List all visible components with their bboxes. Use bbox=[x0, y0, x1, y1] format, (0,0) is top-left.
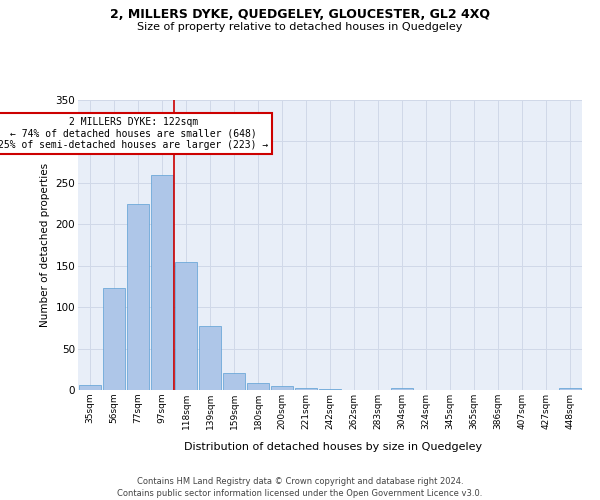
Bar bbox=[103, 288, 125, 390]
Bar bbox=[295, 388, 317, 390]
Text: 2, MILLERS DYKE, QUEDGELEY, GLOUCESTER, GL2 4XQ: 2, MILLERS DYKE, QUEDGELEY, GLOUCESTER, … bbox=[110, 8, 490, 20]
Bar bbox=[559, 388, 581, 390]
Bar bbox=[271, 386, 293, 390]
Bar bbox=[79, 385, 101, 390]
Text: Contains HM Land Registry data © Crown copyright and database right 2024.: Contains HM Land Registry data © Crown c… bbox=[137, 478, 463, 486]
Text: Contains public sector information licensed under the Open Government Licence v3: Contains public sector information licen… bbox=[118, 489, 482, 498]
Bar bbox=[175, 262, 197, 390]
Bar bbox=[247, 382, 269, 390]
Y-axis label: Number of detached properties: Number of detached properties bbox=[40, 163, 50, 327]
Bar bbox=[127, 204, 149, 390]
Bar bbox=[391, 388, 413, 390]
Text: 2 MILLERS DYKE: 122sqm
← 74% of detached houses are smaller (648)
25% of semi-de: 2 MILLERS DYKE: 122sqm ← 74% of detached… bbox=[0, 116, 268, 150]
Bar bbox=[199, 326, 221, 390]
Bar bbox=[223, 372, 245, 390]
Text: Size of property relative to detached houses in Quedgeley: Size of property relative to detached ho… bbox=[137, 22, 463, 32]
Text: Distribution of detached houses by size in Quedgeley: Distribution of detached houses by size … bbox=[184, 442, 482, 452]
Bar bbox=[319, 389, 341, 390]
Bar bbox=[151, 174, 173, 390]
